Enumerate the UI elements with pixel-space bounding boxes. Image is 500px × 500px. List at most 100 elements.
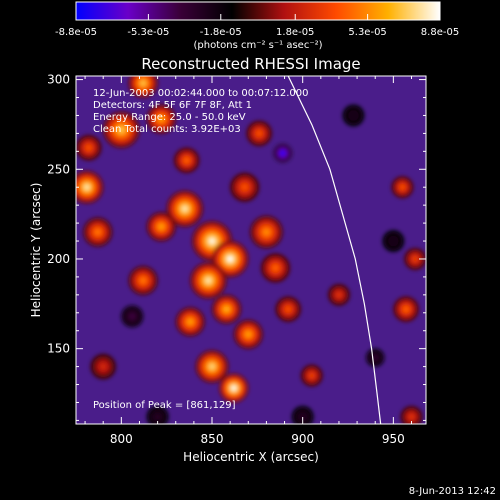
x-tick-label: 950 <box>382 432 405 446</box>
source-contour <box>209 363 215 370</box>
source-contour <box>245 331 251 337</box>
image-source <box>128 76 158 98</box>
x-tick-label: 800 <box>110 432 133 446</box>
x-axis-label: Heliocentric X (arcsec) <box>183 450 319 464</box>
colorbar-tick-label: -8.8e-05 <box>55 27 97 38</box>
image-source <box>219 373 249 403</box>
image-source <box>273 144 292 163</box>
source-contour <box>373 356 377 360</box>
source-contour <box>140 278 146 283</box>
image-source <box>128 265 158 296</box>
image-source <box>192 221 232 261</box>
x-tick-label: 850 <box>201 432 224 446</box>
source-contour <box>400 185 405 190</box>
footer-timestamp: 8-Jun-2013 12:42 <box>409 486 496 497</box>
info-time-range: 12-Jun-2003 00:02:44.000 to 00:07:12.000 <box>93 88 309 99</box>
source-contour <box>181 205 188 212</box>
image-source <box>195 350 229 383</box>
source-contour <box>273 265 278 271</box>
image-source <box>146 212 176 242</box>
image-source <box>342 104 365 127</box>
source-contour <box>187 319 193 325</box>
source-contour <box>409 415 414 419</box>
source-contour <box>86 145 91 150</box>
info-peak-position: Position of Peak = [861,129] <box>93 400 236 411</box>
source-contour <box>337 293 341 297</box>
image-source <box>76 170 104 204</box>
image-source <box>103 111 140 148</box>
axis-ticks: 800 850 900 950 150 200 250 300 <box>47 73 426 446</box>
y-tick-label: 300 <box>47 73 70 87</box>
image-source <box>233 319 263 349</box>
image-source <box>166 190 203 227</box>
image-source <box>393 296 419 322</box>
source-contour <box>118 126 125 133</box>
image-source <box>328 283 350 306</box>
info-energy-range: Energy Range: 25.0 - 50.0 keV <box>93 112 246 123</box>
image-source <box>275 296 301 322</box>
source-contour <box>158 116 164 122</box>
y-tick-label: 200 <box>47 252 70 266</box>
image-source <box>260 253 290 283</box>
image-source <box>382 230 405 252</box>
source-contour <box>208 237 216 245</box>
info-method-counts: Clean Total counts: 3.92E+03 <box>93 124 241 135</box>
image-source <box>391 176 414 199</box>
image-source <box>291 405 314 424</box>
image-source <box>212 294 242 324</box>
image-source <box>230 172 260 202</box>
image-source <box>246 120 272 147</box>
image-source <box>173 147 200 174</box>
image-source <box>121 305 144 328</box>
image-source <box>400 405 423 424</box>
source-contour <box>242 184 248 190</box>
source-contour <box>286 307 291 312</box>
source-contour <box>413 257 417 261</box>
colorbar-units: (photons cm⁻² s⁻¹ asec⁻²) <box>193 40 322 51</box>
chart-title: Reconstructed RHESSI Image <box>141 55 360 73</box>
source-contour <box>224 306 229 312</box>
image-source <box>404 248 426 270</box>
source-contour <box>263 229 270 235</box>
source-contour <box>101 364 106 369</box>
image-sources <box>76 76 426 424</box>
colorbar-tick-label: -1.8e-05 <box>200 27 242 38</box>
y-axis-label: Heliocentric Y (arcsec) <box>29 183 43 318</box>
source-contour <box>158 224 164 230</box>
image-source <box>146 104 176 134</box>
colorbar <box>75 1 441 21</box>
source-contour <box>95 229 101 235</box>
source-contour <box>205 277 212 284</box>
source-contour <box>281 151 285 155</box>
info-detectors: Detectors: 4F 5F 6F 7F 8F, Att 1 <box>93 100 252 111</box>
image-source <box>366 348 385 367</box>
source-contour <box>257 131 262 136</box>
colorbar-tick-label: 1.8e-05 <box>276 27 314 38</box>
image-source <box>146 405 169 424</box>
source-contour <box>140 80 146 86</box>
image-source <box>190 262 227 299</box>
x-tick-label: 900 <box>291 432 314 446</box>
source-contour <box>351 113 356 118</box>
colorbar-tick-label: -5.3e-05 <box>127 27 169 38</box>
image-source <box>250 215 283 249</box>
image-source <box>76 135 102 161</box>
plot-frame <box>75 75 427 425</box>
colorbar-tick-label: 5.3e-05 <box>348 27 386 38</box>
source-contour <box>391 239 396 243</box>
colorbar-tick-label: 8.8e-05 <box>421 27 459 38</box>
source-contour <box>227 255 234 262</box>
image-source <box>175 307 205 337</box>
y-tick-label: 150 <box>47 342 70 356</box>
image-source <box>83 217 113 247</box>
image-source <box>90 353 116 380</box>
source-contour <box>309 373 314 378</box>
source-contour <box>130 314 135 319</box>
source-contour <box>184 158 189 163</box>
image-source <box>300 364 323 387</box>
solar-limb <box>287 76 382 424</box>
source-contour <box>300 415 305 419</box>
source-contour <box>84 184 90 190</box>
source-contour <box>231 385 237 391</box>
